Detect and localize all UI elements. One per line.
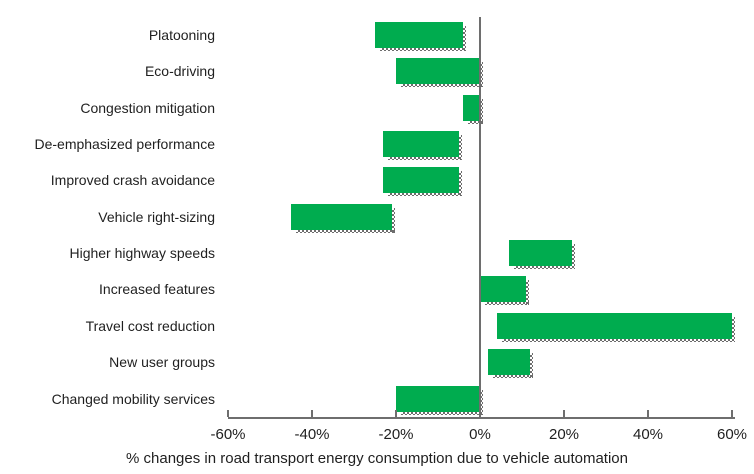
range-bar — [375, 22, 467, 51]
range-bar — [463, 94, 483, 124]
range-bar — [383, 131, 462, 161]
x-tick — [563, 410, 565, 417]
category-label: Eco-driving — [144, 63, 215, 80]
category-label: Increased features — [99, 281, 215, 298]
x-tick-label: 40% — [632, 426, 664, 443]
x-tick-label: 20% — [548, 426, 580, 443]
range-bar — [396, 385, 483, 415]
category-label: Congestion mitigation — [80, 99, 215, 116]
x-tick — [647, 410, 649, 417]
x-tick — [395, 410, 397, 417]
x-tick-label: -20% — [378, 426, 414, 443]
category-label: Travel cost reduction — [85, 317, 215, 334]
category-label: Platooning — [148, 27, 215, 43]
x-axis-title: % changes in road transport energy consu… — [126, 450, 628, 467]
zero-axis-line — [479, 17, 481, 419]
category-label: De-emphasized performance — [34, 136, 215, 153]
x-axis-line — [228, 417, 735, 419]
x-tick-label: -40% — [294, 426, 330, 443]
category-label: Improved crash avoidance — [50, 172, 215, 189]
range-bar — [291, 203, 395, 233]
range-bar — [383, 167, 462, 197]
x-tick — [479, 410, 481, 417]
range-bar — [396, 58, 483, 88]
range-bar — [509, 240, 576, 270]
category-label: New user groups — [109, 354, 215, 371]
x-tick — [311, 410, 313, 417]
x-tick-label: -60% — [210, 426, 246, 443]
range-bar — [480, 276, 530, 306]
x-tick-label: 0% — [469, 426, 491, 443]
range-bar — [488, 349, 534, 379]
category-label: Vehicle right-sizing — [98, 208, 215, 225]
x-tick — [227, 410, 229, 417]
category-label: Changed mobility services — [51, 390, 215, 407]
category-label: Higher highway speeds — [69, 245, 215, 262]
x-tick-label: 60% — [716, 426, 748, 443]
range-bar — [496, 312, 736, 342]
x-tick — [731, 410, 733, 417]
